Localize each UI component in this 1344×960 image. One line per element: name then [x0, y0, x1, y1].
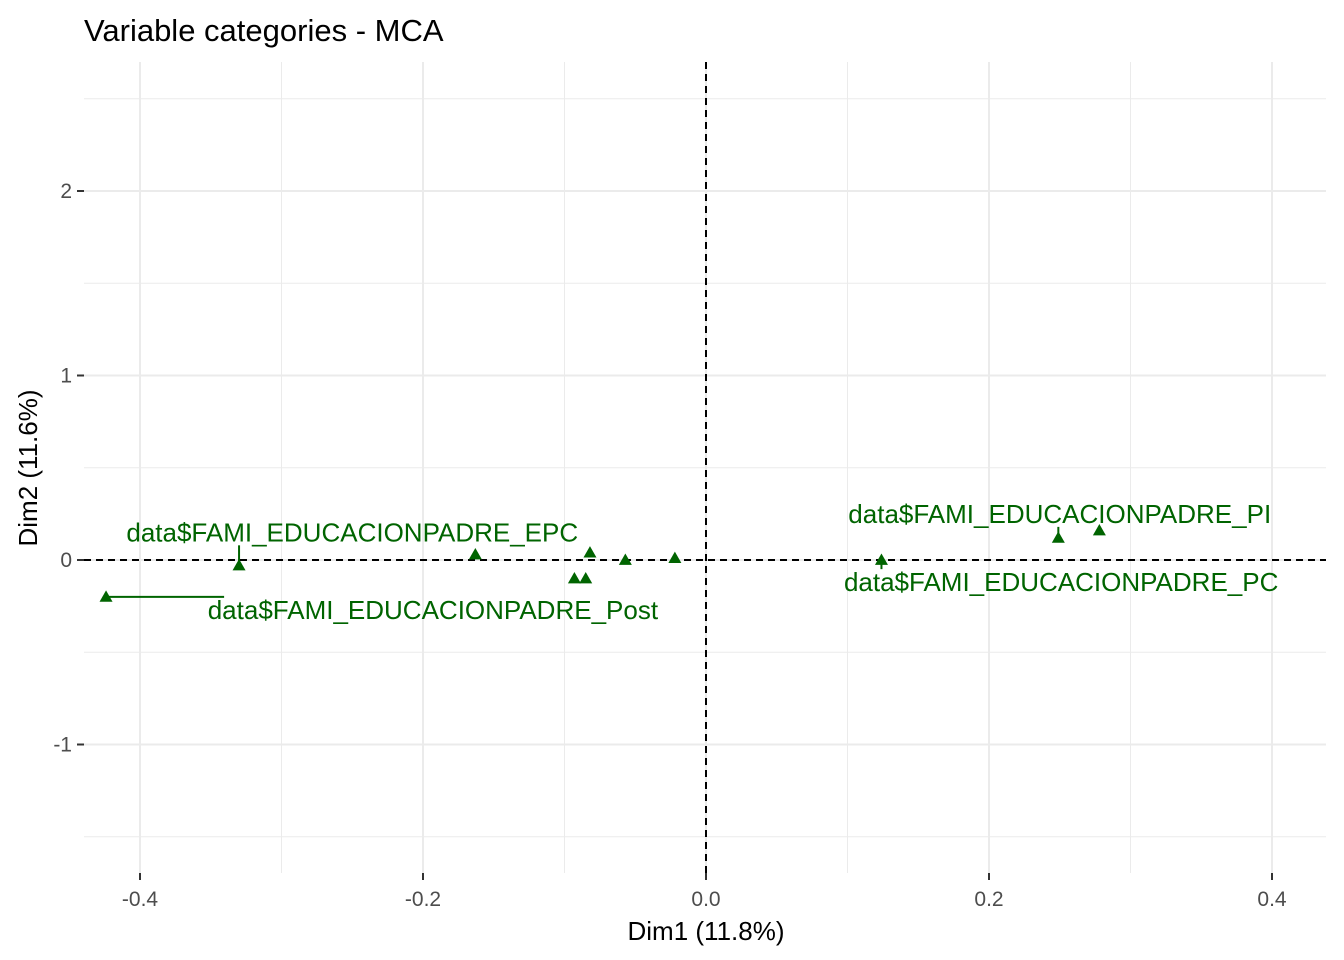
data-point: [579, 571, 593, 584]
y-tick-label: 2: [60, 180, 72, 203]
y-tick-label: 1: [60, 365, 72, 388]
data-point: [99, 590, 113, 602]
y-tick-label: 0: [60, 549, 72, 572]
point-label: data$FAMI_EDUCACIONPADRE_Post: [208, 595, 659, 625]
data-point: [567, 571, 581, 584]
data-point: [232, 559, 246, 571]
x-tick-label: 0.0: [691, 888, 720, 911]
data-point: [1092, 523, 1106, 536]
reference-lines: [84, 62, 1326, 873]
x-tick-label: 0.2: [974, 888, 1003, 911]
data-points: [99, 523, 1106, 602]
chart-title: Variable categories - MCA: [84, 13, 444, 48]
data-point: [468, 547, 482, 560]
point-labels: data$FAMI_EDUCACIONPADRE_Post data$FAMI_E…: [126, 499, 1278, 625]
data-point: [618, 553, 632, 565]
x-axis-ticks: -0.4 -0.2 0.0 0.2 0.4: [122, 873, 1287, 911]
y-axis-title: Dim2 (11.6%): [13, 389, 43, 546]
data-point: [668, 551, 682, 564]
y-axis-ticks: -1 0 1 2: [53, 180, 84, 757]
y-tick-label: -1: [53, 734, 72, 757]
x-tick-label: -0.2: [405, 888, 441, 911]
point-label: data$FAMI_EDUCACIONPADRE_PI: [848, 499, 1271, 529]
point-label: data$FAMI_EDUCACIONPADRE_EPC: [126, 517, 578, 547]
data-point: [874, 553, 888, 565]
data-point: [1051, 531, 1065, 543]
x-tick-label: 0.4: [1257, 888, 1287, 911]
x-axis-title: Dim1 (11.8%): [627, 916, 784, 946]
x-tick-label: -0.4: [122, 888, 159, 911]
data-point: [583, 546, 597, 558]
point-label: data$FAMI_EDUCACIONPADRE_PC: [844, 567, 1278, 597]
